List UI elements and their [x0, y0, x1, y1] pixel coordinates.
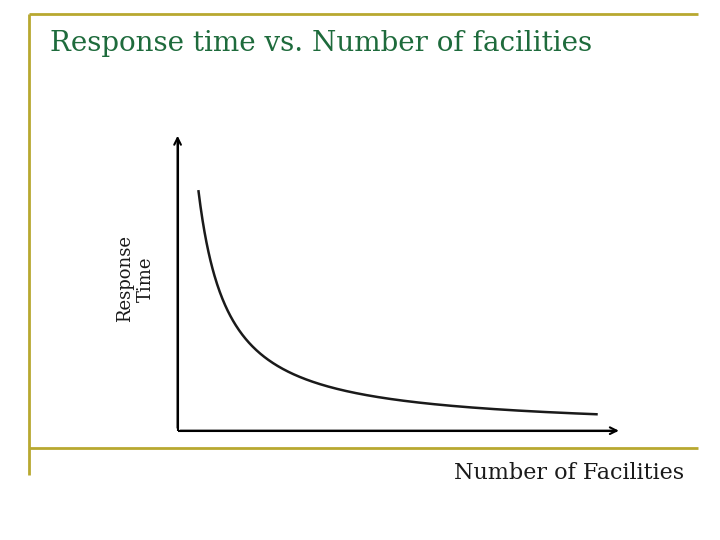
Text: Response
Time: Response Time: [117, 235, 155, 322]
Text: Response time vs. Number of facilities: Response time vs. Number of facilities: [50, 30, 593, 57]
Text: Number of Facilities: Number of Facilities: [454, 462, 684, 484]
